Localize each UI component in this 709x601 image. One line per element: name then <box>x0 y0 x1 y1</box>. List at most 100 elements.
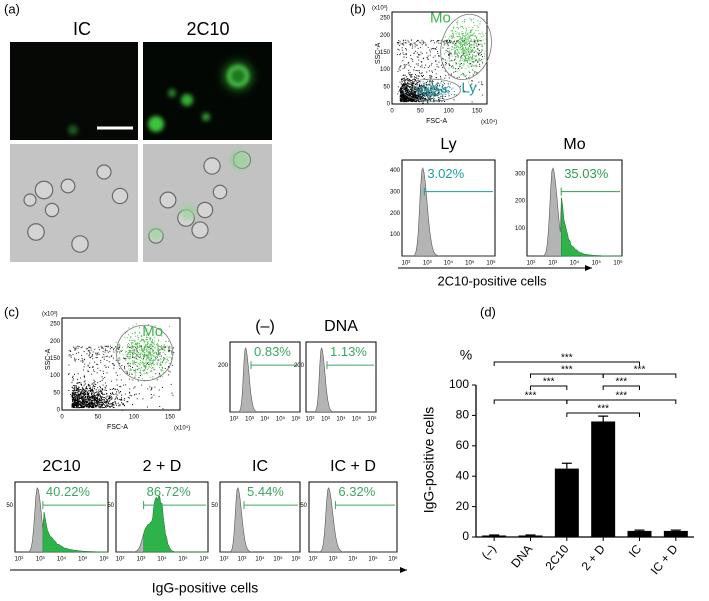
event-dot <box>105 382 106 383</box>
event-dot <box>419 72 420 73</box>
y-tick-label: 200 <box>515 199 526 205</box>
x-tick-label: 10⁴ <box>348 556 358 563</box>
event-dot <box>127 401 128 402</box>
event-dot <box>84 351 85 352</box>
event-dot <box>98 403 99 404</box>
event-dot <box>416 91 417 92</box>
event-dot <box>84 366 85 367</box>
event-dot <box>471 39 472 40</box>
event-dot <box>418 92 419 93</box>
event-dot <box>76 387 77 388</box>
event-dot <box>148 358 149 359</box>
event-dot <box>130 350 131 351</box>
event-dot <box>471 19 472 20</box>
x-tick-label: IC + D <box>648 542 681 578</box>
event-dot <box>461 68 462 69</box>
histogram-title: 2C10 <box>42 458 80 475</box>
event-dot <box>140 355 141 356</box>
event-dot <box>75 359 76 360</box>
event-dot <box>150 350 151 351</box>
event-dot <box>427 97 428 98</box>
event-dot <box>468 59 469 60</box>
x-tick-label: 100 <box>444 109 455 115</box>
event-dot <box>432 80 433 81</box>
event-dot <box>403 80 404 81</box>
event-dot <box>151 394 152 395</box>
event-dot <box>147 362 148 363</box>
event-dot <box>475 66 476 67</box>
event-dot <box>76 402 77 403</box>
event-dot <box>158 352 159 353</box>
event-dot <box>110 395 111 396</box>
event-dot <box>454 91 455 92</box>
event-dot <box>147 350 148 351</box>
event-dot <box>422 96 423 97</box>
event-dot <box>129 374 130 375</box>
event-dot <box>143 352 144 353</box>
event-dot <box>449 48 450 49</box>
event-dot <box>443 98 444 99</box>
event-dot <box>93 351 94 352</box>
event-dot <box>81 355 82 356</box>
y-tick-label: 80 <box>456 408 470 422</box>
event-dot <box>120 350 121 351</box>
event-dot <box>165 354 166 355</box>
event-dot <box>146 372 147 373</box>
event-dot <box>171 352 172 353</box>
event-dot <box>449 91 450 92</box>
event-dot <box>103 378 104 379</box>
event-dot <box>462 37 463 38</box>
event-dot <box>472 34 473 35</box>
event-dot <box>441 93 442 94</box>
event-dot <box>478 54 479 55</box>
event-dot <box>121 365 122 366</box>
event-dot <box>460 43 461 44</box>
event-dot <box>145 367 146 368</box>
event-dot <box>151 363 152 364</box>
event-dot <box>413 92 414 93</box>
event-dot <box>408 89 409 90</box>
event-dot <box>474 40 475 41</box>
event-dot <box>140 341 141 342</box>
event-dot <box>460 27 461 28</box>
event-dot <box>169 326 170 327</box>
event-dot <box>145 350 146 351</box>
event-dot <box>151 348 152 349</box>
event-dot <box>97 387 98 388</box>
event-dot <box>77 388 78 389</box>
event-dot <box>133 356 134 357</box>
event-dot <box>82 358 83 359</box>
event-dot <box>148 355 149 356</box>
event-dot <box>449 65 450 66</box>
event-dot <box>472 54 473 55</box>
event-dot <box>77 398 78 399</box>
event-dot <box>106 390 107 391</box>
image-title: IC <box>73 19 91 39</box>
event-dot <box>476 43 477 44</box>
event-dot <box>399 89 400 90</box>
event-dot <box>84 377 85 378</box>
event-dot <box>144 357 145 358</box>
event-dot <box>75 398 76 399</box>
event-dot <box>106 401 107 402</box>
event-dot <box>73 347 74 348</box>
event-dot <box>483 36 484 37</box>
error-bar <box>635 530 645 531</box>
event-dot <box>445 64 446 65</box>
event-dot <box>169 346 170 347</box>
event-dot <box>91 350 92 351</box>
histogram-title: IC <box>252 458 268 475</box>
event-dot <box>401 98 402 99</box>
event-dot <box>398 44 399 45</box>
event-dot <box>172 393 173 394</box>
event-dot <box>459 32 460 33</box>
y-tick-label: 400 <box>390 168 401 174</box>
event-dot <box>108 346 109 347</box>
event-dot <box>417 56 418 57</box>
event-dot <box>483 40 484 41</box>
event-dot <box>163 360 164 361</box>
panel-label: (b) <box>350 1 366 16</box>
event-dot <box>136 369 137 370</box>
event-dot <box>418 101 419 102</box>
event-dot <box>76 394 77 395</box>
